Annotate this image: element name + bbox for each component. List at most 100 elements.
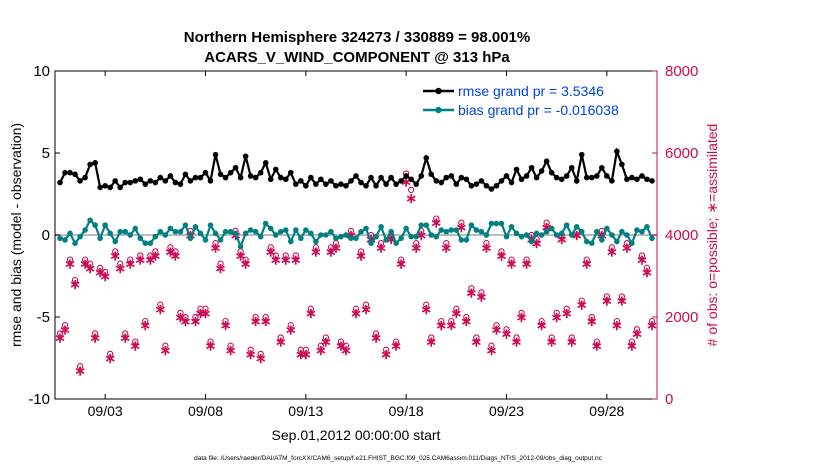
obs-possible-point	[473, 334, 480, 341]
rmse-point	[368, 174, 374, 181]
obs-assimilated-point: ∗	[255, 350, 267, 366]
x-tick-label: 09/08	[188, 403, 223, 419]
obs-possible-point	[322, 334, 330, 341]
obs-assimilated-point: ∗	[581, 256, 593, 272]
chart-title-line2: ACARS_V_WIND_COMPONENT @ 313 hPa	[204, 49, 510, 66]
bias-point	[398, 235, 404, 242]
obs-possible-point	[222, 317, 229, 325]
obs-possible-point	[538, 317, 545, 325]
rmse-point	[433, 178, 440, 184]
obs-assimilated-point: ∗	[561, 305, 573, 321]
rmse-point	[594, 173, 600, 179]
y-right-tick-label: 6000	[665, 145, 698, 162]
obs-possible-point	[603, 293, 610, 300]
obs-possible-point	[66, 256, 74, 263]
rmse-point	[473, 181, 480, 187]
obs-assimilated-point: ∗	[99, 268, 111, 284]
obs-assimilated-point: ∗	[235, 248, 247, 264]
rmse-point	[97, 184, 103, 191]
rmse-point	[523, 173, 530, 179]
bias-point	[132, 225, 139, 232]
obs-possible-point	[448, 317, 455, 325]
y-left-tick-label: -5	[37, 309, 50, 326]
rmse-point	[619, 161, 625, 168]
rmse-point	[599, 164, 605, 171]
obs-possible-point	[192, 313, 199, 321]
obs-possible-point	[513, 334, 520, 341]
bias-point	[548, 225, 555, 232]
bias-point	[147, 240, 154, 246]
bias-point	[639, 228, 645, 235]
obs-assimilated-point: ∗	[114, 260, 126, 276]
bias-point	[423, 222, 430, 228]
bias-point	[518, 233, 525, 240]
obs-assimilated-point: ∗	[275, 334, 287, 350]
obs-assimilated-point: ∗	[641, 264, 653, 280]
obs-assimilated-point: ∗	[355, 248, 367, 264]
obs-possible-point	[523, 256, 530, 263]
bias-point	[413, 233, 420, 240]
bias-point	[599, 237, 605, 243]
obs-assimilated-point: ∗	[240, 256, 252, 272]
y-right-tick-label: 0	[665, 391, 673, 408]
rmse-point	[639, 173, 645, 179]
obs-possible-point	[578, 297, 585, 304]
bias-point	[267, 225, 274, 232]
bias-point	[458, 237, 465, 243]
rmse-point	[428, 171, 435, 178]
obs-assimilated-point: ∗	[215, 260, 227, 276]
y-right-tick-label: 4000	[665, 227, 698, 244]
obs-possible-point	[633, 326, 641, 333]
obs-assimilated-point: ∗	[159, 342, 171, 358]
obs-possible-point	[102, 268, 109, 276]
obs-assimilated-point: ∗	[531, 235, 543, 251]
obs-possible-point	[518, 309, 525, 317]
rmse-point	[287, 169, 294, 176]
rmse-point	[77, 178, 83, 184]
obs-possible-point	[377, 240, 385, 247]
rmse-point	[343, 183, 349, 189]
obs-assimilated-point: ∗	[310, 243, 322, 259]
obs-possible-point	[302, 346, 309, 353]
rmse-point	[583, 174, 590, 181]
obs-possible-point	[493, 322, 500, 329]
rmse-point	[147, 178, 154, 184]
rmse-point	[187, 178, 194, 184]
rmse-point	[72, 171, 78, 178]
bias-point	[212, 230, 219, 237]
obs-assimilated-point: ∗	[170, 248, 182, 264]
y-right-tick-label: 8000	[665, 63, 698, 80]
bias-point	[604, 225, 610, 232]
rmse-point	[57, 179, 63, 186]
bias-point	[313, 238, 319, 245]
obs-possible-point	[613, 317, 621, 325]
obs-possible-point	[97, 264, 104, 271]
obs-possible-point	[227, 342, 234, 349]
rmse-point	[538, 168, 545, 174]
bias-point	[72, 240, 78, 246]
bias-point	[247, 227, 254, 233]
rmse-point	[167, 173, 174, 179]
obs-assimilated-point: ∗	[385, 231, 397, 247]
obs-assimilated-point: ∗	[380, 346, 392, 362]
rmse-point	[112, 178, 118, 184]
rmse-point	[348, 178, 354, 184]
obs-possible-point	[568, 334, 575, 341]
bias-point	[232, 230, 239, 237]
obs-assimilated-point: ∗	[365, 231, 377, 247]
bias-point	[172, 228, 179, 235]
legend-box	[418, 77, 653, 122]
rmse-point	[398, 178, 404, 184]
obs-assimilated-point: ∗	[295, 346, 307, 362]
rmse-point	[448, 173, 455, 179]
bias-point	[378, 224, 384, 230]
bias-point	[308, 230, 314, 237]
obs-assimilated-point: ∗	[325, 243, 337, 259]
obs-assimilated-point: ∗	[455, 219, 467, 235]
rmse-point	[363, 183, 369, 189]
bias-point	[282, 227, 289, 233]
obs-possible-point	[287, 322, 294, 329]
obs-assimilated-point: ∗	[305, 305, 317, 321]
